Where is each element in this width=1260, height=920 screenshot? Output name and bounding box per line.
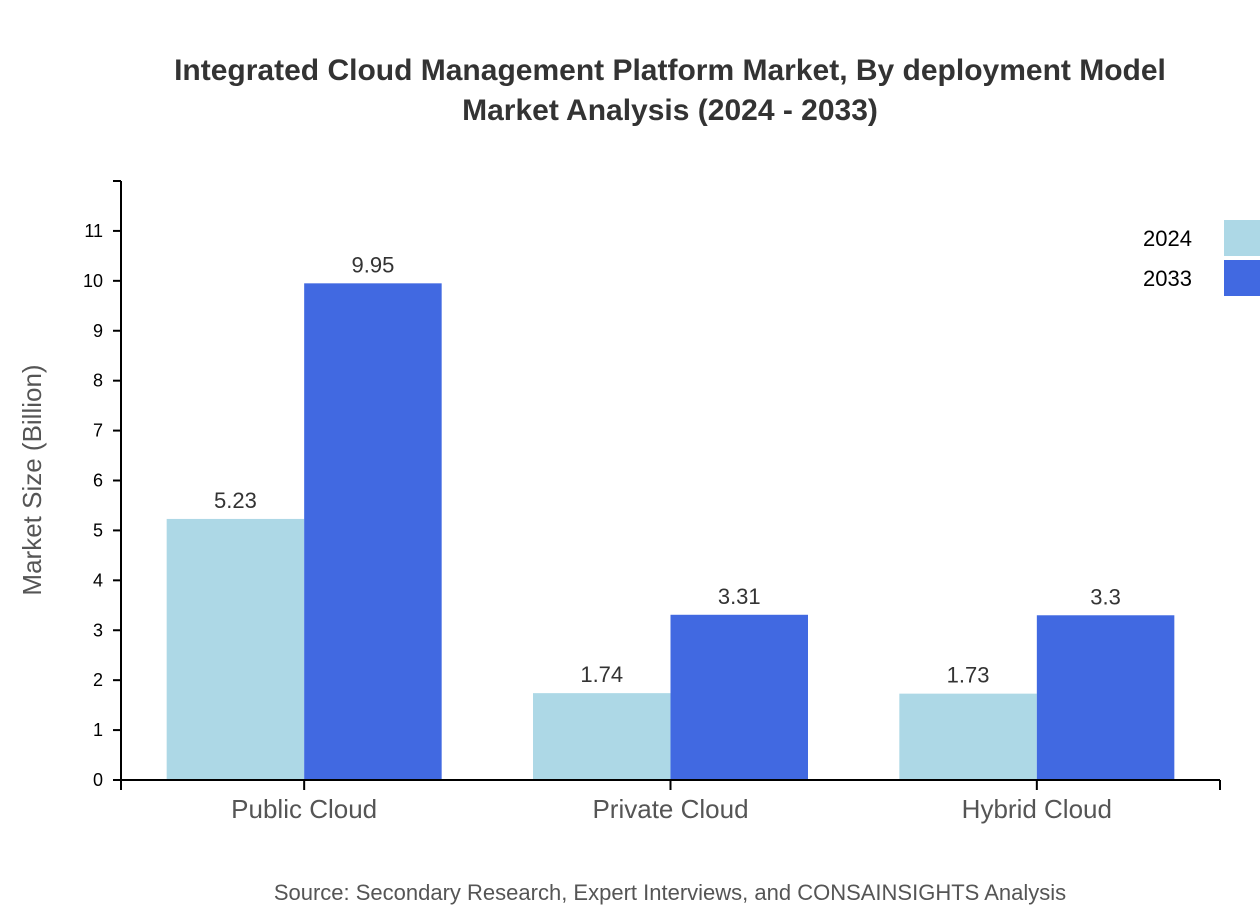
x-axis: Public Cloud Private Cloud Hybrid Cloud	[120, 779, 1221, 824]
y-tick-label: 3	[93, 620, 103, 640]
source-note: Source: Secondary Research, Expert Inter…	[274, 880, 1066, 905]
y-tick-label: 1	[93, 720, 103, 740]
bar-2033-hybrid-cloud	[1036, 615, 1175, 780]
chart-title-line-1: Integrated Cloud Management Platform Mar…	[174, 54, 1166, 87]
y-tick-label: 0	[93, 770, 103, 790]
data-label: 1.73	[947, 663, 990, 688]
bar-2033-public-cloud	[304, 283, 442, 780]
legend-label-2024: 2024	[1143, 226, 1192, 251]
x-tick-label: Private Cloud	[592, 794, 748, 824]
y-tick-label: 6	[93, 471, 103, 491]
data-label: 3.3	[1090, 584, 1121, 609]
bar-2033-private-cloud	[670, 614, 808, 780]
bar-2024-private-cloud	[533, 693, 671, 780]
legend-swatch-2024	[1224, 220, 1260, 256]
y-tick-label: 4	[93, 570, 103, 590]
data-label: 1.74	[580, 662, 623, 687]
bars-group: 5.23 9.95 1.74 3.31 1.73 3.3	[166, 252, 1175, 780]
legend-swatch-2033	[1224, 260, 1260, 296]
y-tick-label: 2	[93, 670, 103, 690]
y-axis-label: Market Size (Billion)	[17, 364, 47, 595]
y-tick-label: 11	[84, 221, 103, 241]
data-label: 5.23	[214, 488, 257, 513]
y-tick-label: 7	[93, 421, 103, 441]
y-tick-label: 8	[93, 371, 103, 391]
legend: 2024 2033	[1143, 220, 1260, 296]
chart-title-line-2: Market Analysis (2024 - 2033)	[462, 94, 878, 127]
x-tick-label: Hybrid Cloud	[962, 794, 1112, 824]
bar-2024-public-cloud	[166, 518, 305, 780]
bar-2024-hybrid-cloud	[899, 693, 1037, 780]
data-label: 3.31	[718, 584, 761, 609]
y-tick-label: 9	[93, 321, 103, 341]
x-tick-label: Public Cloud	[231, 794, 377, 824]
y-tick-label: 10	[83, 271, 103, 291]
y-tick-label: 5	[93, 520, 103, 540]
legend-label-2033: 2033	[1143, 266, 1192, 291]
y-axis: 0 1 2 3 4 5 6 7 8 9 10 11	[83, 180, 122, 790]
data-label: 9.95	[352, 252, 395, 277]
